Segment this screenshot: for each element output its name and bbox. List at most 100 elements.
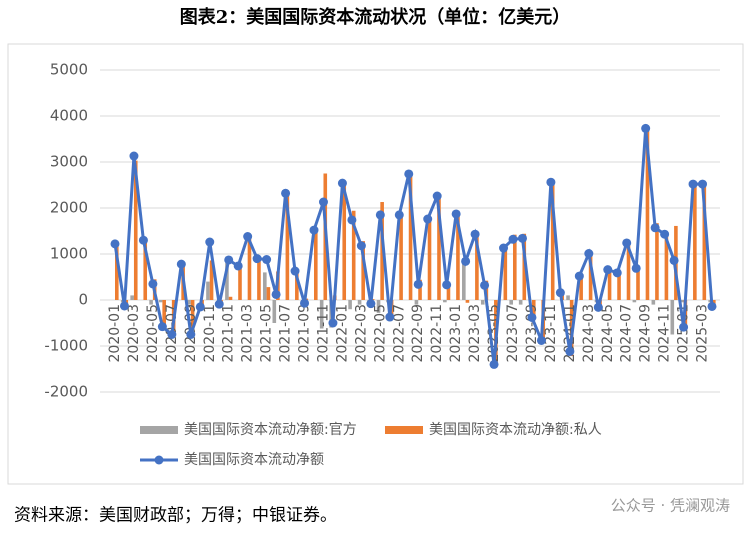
bar <box>480 300 485 305</box>
point <box>423 214 433 224</box>
point <box>300 298 310 308</box>
x-tick-label: 2022-09 <box>410 304 426 363</box>
bar <box>295 271 299 300</box>
bar <box>187 300 191 305</box>
bar <box>522 233 527 300</box>
point <box>328 318 338 328</box>
bar <box>357 300 362 305</box>
x-tick-label: 2021-11 <box>315 304 331 363</box>
bar <box>263 272 267 300</box>
bar <box>414 300 419 305</box>
point <box>517 233 527 243</box>
source-note: 资料来源：美国财政部；万得；中银证券。 <box>14 506 337 526</box>
bar <box>617 272 621 300</box>
legend-swatch <box>140 426 178 434</box>
x-tick-label: 2020-03 <box>126 304 142 363</box>
point <box>622 238 632 248</box>
point <box>707 301 717 311</box>
x-tick-label: 2024-09 <box>638 304 654 363</box>
point <box>593 302 603 312</box>
bar <box>579 276 583 300</box>
x-tick-label: 2020-11 <box>202 304 218 363</box>
legend-label: 美国国际资本流动净额:私人 <box>429 422 602 438</box>
bar <box>679 300 684 303</box>
bar <box>566 295 570 300</box>
bar <box>238 265 242 300</box>
bar <box>285 193 290 300</box>
bar <box>626 242 631 300</box>
bar <box>209 260 214 300</box>
bar <box>348 300 352 310</box>
bar <box>462 258 466 300</box>
bar <box>651 300 656 305</box>
bar <box>162 300 166 325</box>
point <box>186 330 196 339</box>
bar <box>133 160 138 300</box>
point <box>110 239 120 249</box>
bar <box>693 184 697 300</box>
bar <box>399 214 403 300</box>
bar <box>228 296 233 300</box>
point <box>404 169 414 179</box>
x-tick-label: 2021-01 <box>221 304 237 363</box>
bar <box>550 182 555 300</box>
bar <box>531 300 536 318</box>
point <box>394 210 404 220</box>
chart-frame <box>7 43 744 485</box>
y-tick-label: -1000 <box>44 337 88 355</box>
point <box>356 241 366 251</box>
bar <box>702 184 707 300</box>
bar <box>361 241 365 300</box>
bar <box>342 183 347 300</box>
point <box>470 229 480 239</box>
bar <box>712 300 716 305</box>
x-tick-label: 2021-07 <box>278 304 294 363</box>
x-tick-label: 2020-01 <box>107 304 123 363</box>
bar <box>115 243 119 300</box>
point <box>214 299 224 309</box>
point <box>252 254 262 264</box>
y-tick-label: -2000 <box>44 383 88 401</box>
bar <box>376 300 381 313</box>
x-tick-label: 2022-07 <box>391 304 407 363</box>
bar <box>465 300 470 303</box>
point <box>281 188 291 198</box>
point <box>499 243 509 253</box>
point <box>536 335 546 345</box>
point <box>442 280 452 290</box>
x-tick-label: 2024-11 <box>657 304 673 363</box>
bar <box>427 219 432 300</box>
bar <box>655 223 659 300</box>
point <box>631 263 641 273</box>
point <box>489 359 499 369</box>
point <box>527 312 537 322</box>
point <box>603 265 613 275</box>
point <box>480 280 490 290</box>
x-tick-label: 2023-11 <box>543 304 559 363</box>
point <box>574 271 584 281</box>
y-tick-label: 5000 <box>50 61 88 79</box>
x-tick-label: 2021-03 <box>240 304 256 363</box>
bar <box>272 300 277 323</box>
point <box>195 302 205 312</box>
y-tick-label: 1000 <box>50 245 88 263</box>
point <box>669 255 679 265</box>
point <box>679 322 689 332</box>
x-tick-label: 2021-09 <box>297 304 313 363</box>
point <box>262 255 272 265</box>
legend-label: 美国国际资本流动净额 <box>184 452 324 468</box>
point <box>309 225 319 235</box>
point <box>366 299 376 309</box>
point <box>555 288 565 298</box>
point <box>584 249 594 259</box>
x-tick-label: 2021-05 <box>259 304 275 363</box>
x-tick-label: 2024-07 <box>619 304 635 363</box>
bar <box>632 300 637 303</box>
bar <box>124 300 129 304</box>
bar <box>190 300 195 330</box>
point <box>148 279 158 289</box>
point <box>413 279 423 289</box>
line <box>113 128 714 365</box>
bar <box>319 300 324 329</box>
